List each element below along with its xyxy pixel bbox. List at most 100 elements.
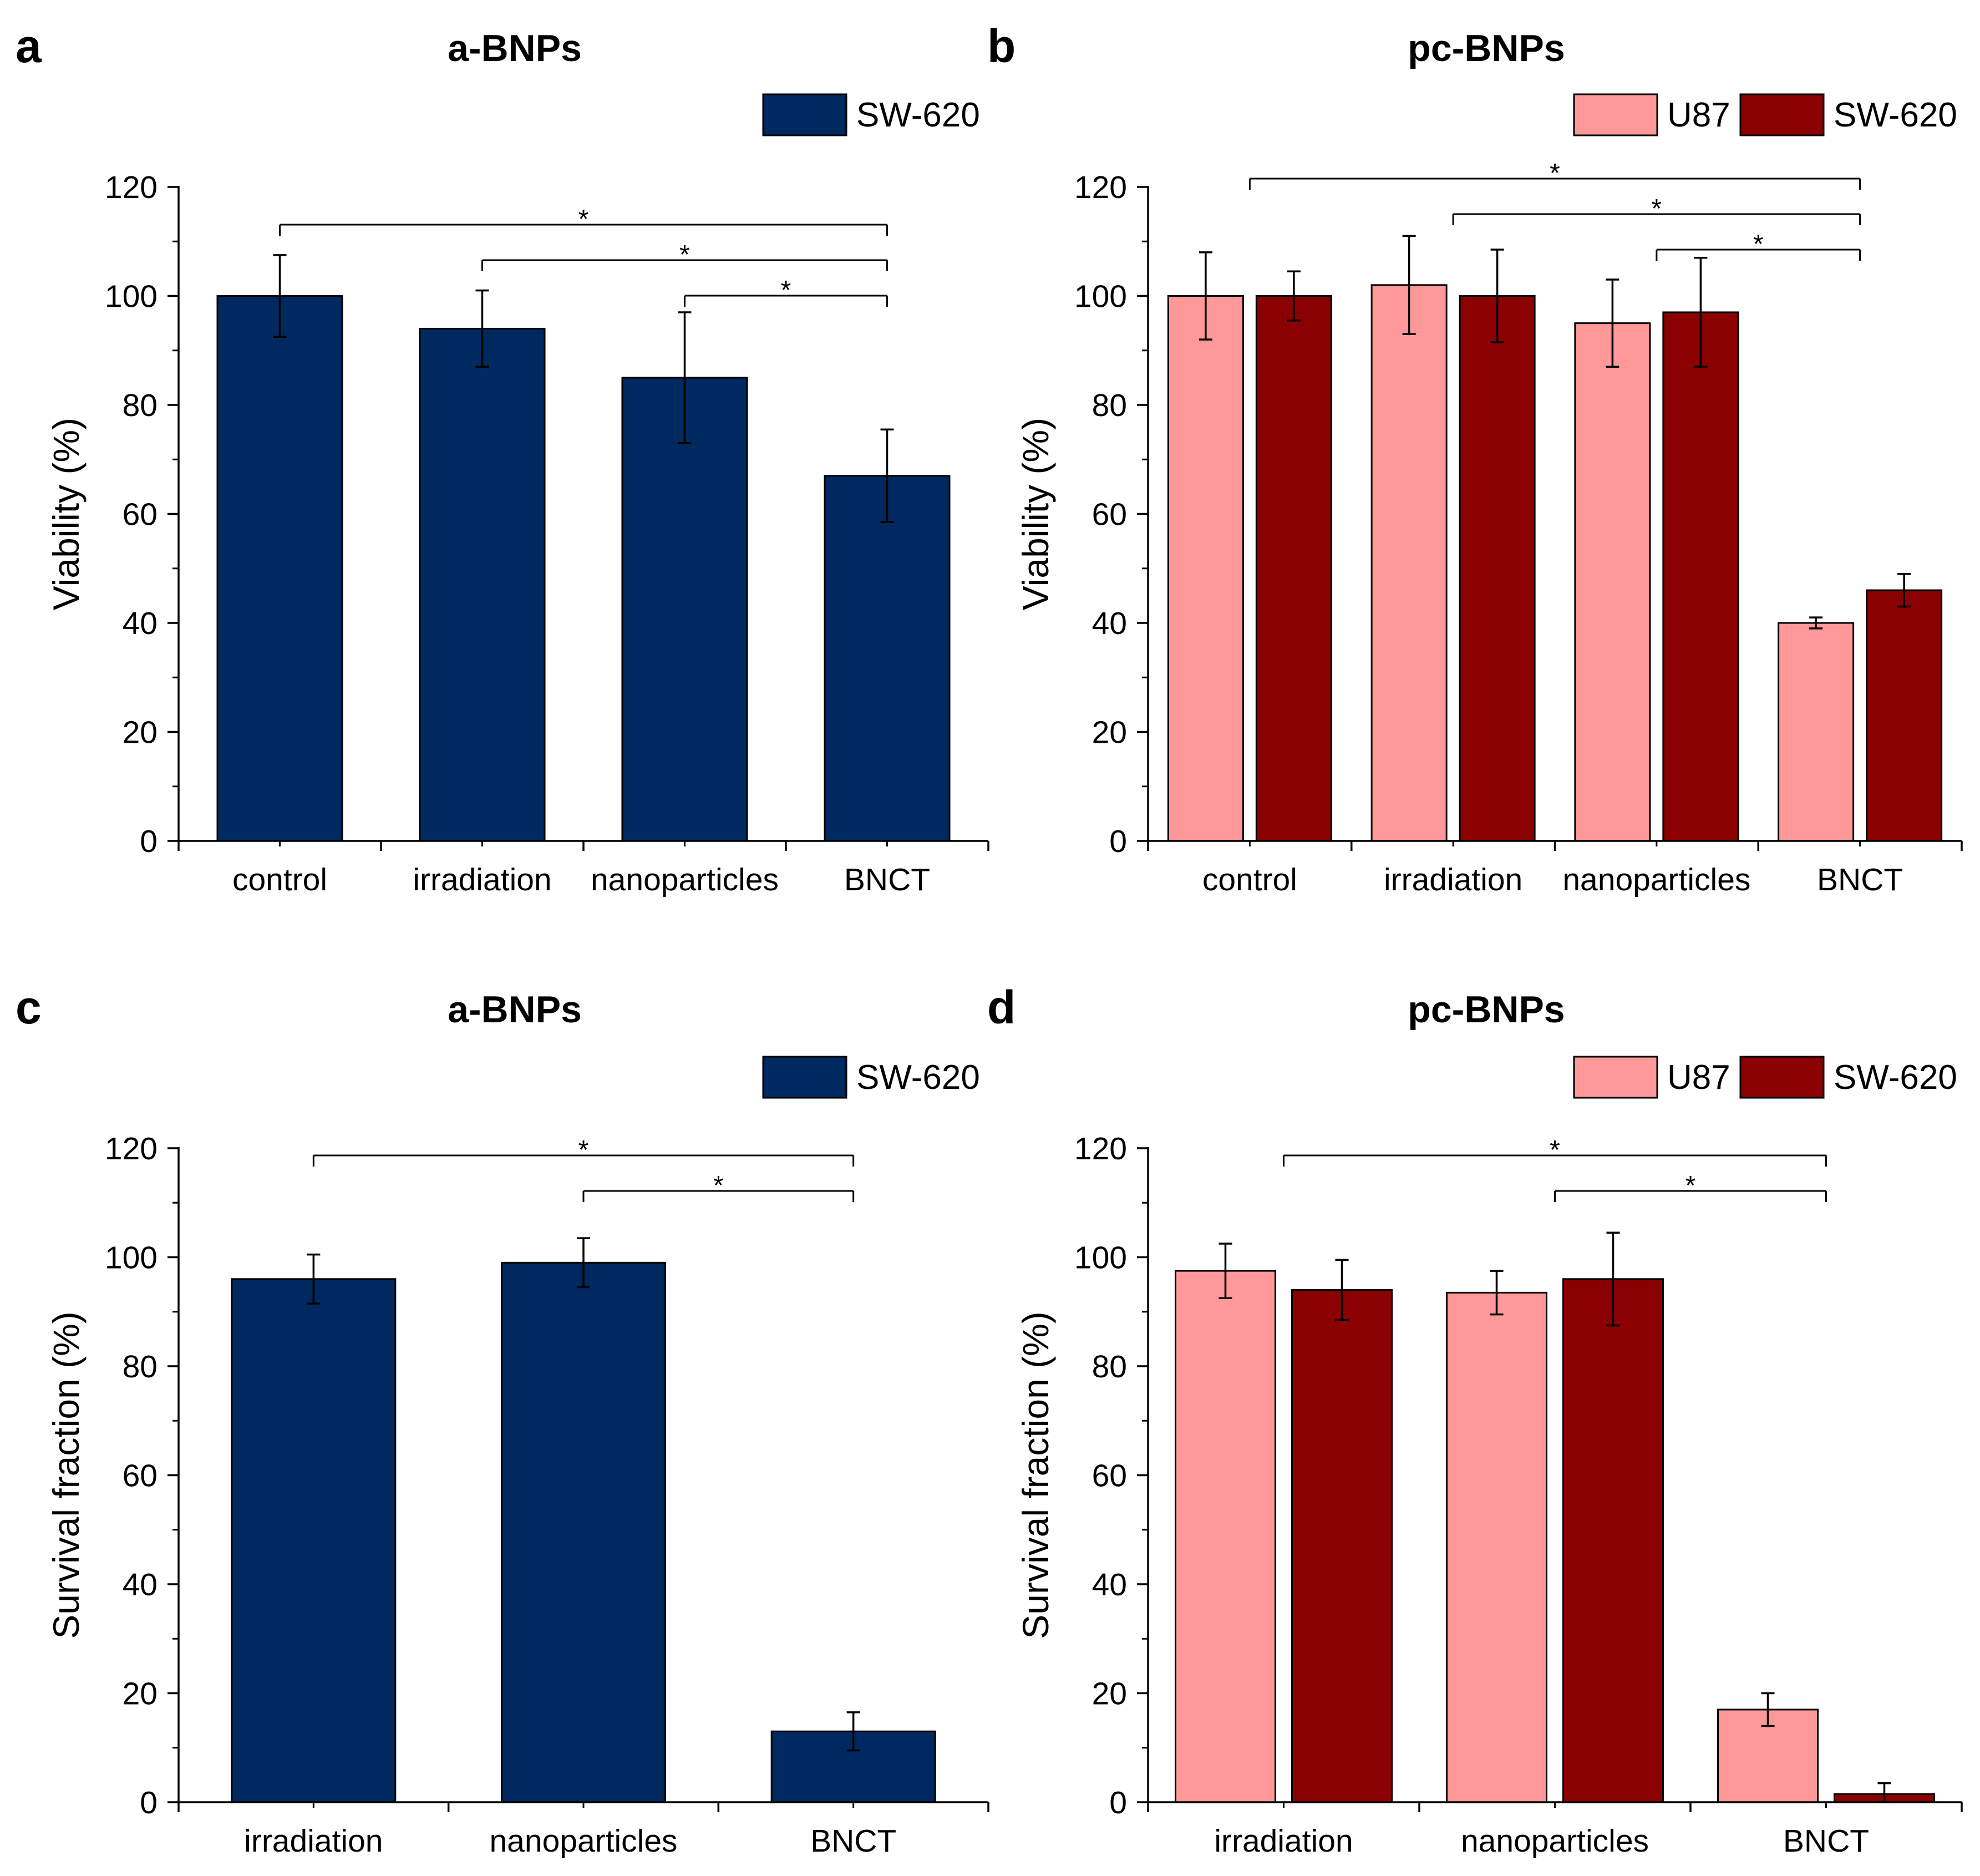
significance-bracket — [279, 224, 888, 236]
error-bar — [1402, 235, 1416, 336]
legend-swatch-sw-620 — [1739, 1056, 1825, 1099]
y-tick-label: 60 — [1092, 497, 1127, 533]
y-tick-label: 60 — [1092, 1458, 1127, 1494]
bar-u87-nanoparticles — [1446, 1291, 1547, 1803]
error-bar — [1897, 572, 1911, 608]
significance-brackets: ** — [1283, 1135, 1827, 1202]
legend-label-u87: U87 — [1667, 1058, 1730, 1097]
bar-sw-620-irradiation — [419, 327, 546, 842]
significance-star: * — [679, 240, 690, 270]
y-tick-label: 80 — [1092, 1349, 1127, 1385]
error-bar — [307, 1253, 321, 1305]
x-tick-label-BNCT: BNCT — [810, 1823, 896, 1859]
bar-sw-620-irradiation — [231, 1278, 397, 1803]
error-bar — [678, 311, 692, 444]
y-tick-label: 100 — [1074, 279, 1127, 315]
significance-star: * — [1753, 230, 1764, 259]
error-bar — [1219, 1243, 1232, 1299]
error-bar — [1287, 270, 1301, 322]
panel-letter: c — [16, 981, 42, 1033]
error-bar — [1809, 616, 1823, 630]
legend-swatch-sw-620 — [762, 1056, 847, 1099]
legend-swatch-u87 — [1573, 93, 1658, 136]
bar-sw-620-nanoparticles — [501, 1261, 666, 1803]
y-tick-label: 20 — [123, 1676, 158, 1712]
y-tick-label: 20 — [1092, 1676, 1127, 1712]
y-tick-label: 0 — [1109, 1785, 1127, 1821]
x-tick-label-irradiation: irradiation — [413, 862, 551, 898]
significance-star: * — [781, 276, 791, 305]
panel-letter: b — [987, 20, 1016, 72]
y-axis-label: Survival fraction (%) — [1015, 1311, 1056, 1639]
y-tick-label: 20 — [123, 715, 158, 751]
chart-title: a-BNPs — [448, 988, 582, 1031]
x-tick-label-BNCT: BNCT — [1783, 1823, 1869, 1859]
x-tick-label-nanoparticles: nanoparticles — [1562, 862, 1750, 898]
x-tick-label-BNCT: BNCT — [844, 862, 930, 898]
y-tick-label: 80 — [123, 388, 158, 423]
significance-star: * — [578, 205, 589, 234]
y-tick-label: 40 — [123, 606, 158, 641]
chart-title: pc-BNPs — [1408, 988, 1565, 1031]
y-axis-label: Viability (%) — [1015, 418, 1056, 610]
legend-label-sw-620: SW-620 — [1834, 96, 1957, 134]
significance-bracket — [1656, 249, 1861, 261]
y-tick-label: 40 — [1092, 1567, 1127, 1603]
x-tick-label-nanoparticles: nanoparticles — [591, 862, 779, 898]
legend-label-u87: U87 — [1667, 96, 1730, 134]
y-tick-label: 80 — [1092, 388, 1127, 423]
legend: SW-620 U87 — [1573, 93, 1957, 136]
x-tick-label-nanoparticles: nanoparticles — [1461, 1823, 1649, 1859]
bar-sw-620-control — [216, 295, 343, 842]
error-bar — [1490, 249, 1504, 343]
legend-swatch-sw-620 — [762, 93, 847, 136]
significance-bracket — [582, 1190, 855, 1202]
y-tick-label: 0 — [140, 824, 158, 859]
bar-sw-620-control — [1255, 295, 1332, 842]
bar-u87-irradiation — [1175, 1270, 1276, 1803]
significance-star: * — [1652, 194, 1662, 224]
significance-bracket — [684, 295, 888, 307]
y-tick-label: 100 — [105, 1240, 158, 1276]
significance-star: * — [1550, 159, 1560, 188]
chart-panel-c: c a-BNPs 0 20 40 60 80 100 120 irradiation nanopar… — [16, 981, 989, 1859]
y-tick-label: 120 — [105, 1131, 158, 1167]
significance-brackets: ** — [312, 1135, 855, 1202]
chart-panel-a: a a-BNPs 0 20 40 60 80 100 120 control irradiation… — [16, 20, 989, 898]
bar-u87-nanoparticles — [1574, 322, 1651, 842]
y-tick-label: 100 — [1074, 1240, 1127, 1276]
bar-u87-control — [1167, 295, 1244, 842]
chart-panel-d: d pc-BNPs 0 20 40 60 80 100 120 irradiation nanopa… — [987, 981, 1963, 1859]
significance-brackets: * * * — [1248, 159, 1861, 261]
y-tick-label: 120 — [105, 170, 158, 205]
y-tick-label: 80 — [123, 1349, 158, 1385]
y-tick-label: 60 — [123, 497, 158, 533]
significance-bracket — [1554, 1190, 1827, 1202]
y-tick-label: 120 — [1074, 170, 1127, 205]
error-bar — [475, 289, 489, 368]
error-bar — [880, 428, 894, 523]
panel-letter: d — [987, 981, 1016, 1033]
legend: SW-620 U87 — [1573, 1056, 1957, 1099]
legend-label-sw-620: SW-620 — [1834, 1058, 1957, 1097]
error-bar — [273, 254, 287, 338]
y-axis-label: Viability (%) — [45, 418, 87, 610]
x-tick-label-control: control — [1202, 862, 1297, 898]
error-bar — [1761, 1692, 1775, 1727]
legend-swatch-u87 — [1573, 1056, 1658, 1099]
x-tick-label-BNCT: BNCT — [1817, 862, 1903, 898]
chart-title: a-BNPs — [448, 27, 582, 69]
significance-bracket — [481, 259, 888, 271]
bar-sw-620-irradiation — [1459, 295, 1536, 842]
x-tick-label-nanoparticles: nanoparticles — [489, 1823, 677, 1859]
error-bar — [1694, 256, 1708, 368]
significance-star: * — [713, 1171, 724, 1200]
error-bar — [1335, 1259, 1349, 1321]
bar-sw-620-irradiation — [1291, 1289, 1393, 1803]
bar-sw-620-nanoparticles — [621, 377, 748, 842]
error-bar — [1606, 278, 1619, 368]
bar-u87-irradiation — [1370, 284, 1448, 842]
y-tick-label: 40 — [1092, 606, 1127, 641]
bar-sw-620-BNCT — [824, 475, 951, 842]
